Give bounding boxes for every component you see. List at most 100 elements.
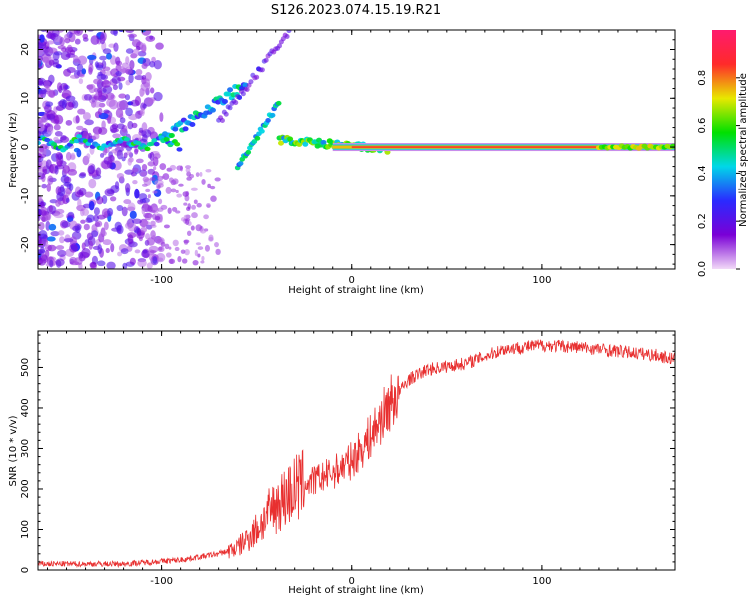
spectrogram-cell: [106, 98, 116, 107]
spectrogram-cell: [131, 167, 139, 173]
spectrogram-cell: [92, 126, 103, 135]
spectrogram-cell: [57, 230, 65, 236]
spectrogram-cell: [91, 230, 99, 238]
spectrogram-cell: [155, 42, 164, 50]
spectrogram-cell: [195, 224, 203, 232]
spectrogram-cell: [147, 98, 155, 105]
spectrogram-cell: [196, 202, 202, 208]
snr-panel: -100 0 100 0 100 200 300 400 500 Height of stra…: [8, 330, 676, 596]
spectrogram-cell: [221, 98, 228, 104]
spectrogram-cell: [96, 64, 104, 71]
spectrogram-cell: [113, 42, 119, 52]
spectrogram-cell: [184, 218, 191, 222]
spectrogram-cell: [82, 33, 88, 39]
spectrogram-cell: [159, 112, 164, 123]
y-tick-label: 100: [20, 520, 31, 539]
spectrogram-cell: [160, 204, 168, 210]
spectrogram-cell: [141, 183, 148, 187]
spectrogram-cell: [207, 183, 211, 189]
spectrogram-cell: [83, 223, 90, 231]
spectrogram-cell: [135, 140, 142, 146]
colorbar-ticks: 0.0 0.2 0.4 0.6 0.8: [697, 70, 740, 277]
spectrogram-cell: [106, 52, 112, 60]
spectrogram-cell: [131, 39, 141, 48]
spectrogram-cell: [112, 84, 118, 91]
y-tick-label: 400: [20, 398, 31, 417]
spectrogram-cell: [102, 239, 112, 246]
spectrogram-cell: [186, 206, 191, 212]
spectrogram-cell: [59, 236, 65, 244]
spectrogram-cell: [82, 130, 89, 140]
spectrogram-cell: [172, 126, 179, 132]
spectrogram-cell: [101, 80, 111, 88]
spectrogram-cell: [135, 68, 143, 76]
spectrogram-cell: [121, 206, 128, 217]
spectrogram-cell: [70, 152, 76, 160]
spectrogram-cell: [240, 91, 246, 97]
spectrogram-cell: [41, 216, 46, 223]
spectrogram-cell: [183, 239, 189, 245]
spectrogram-x-axis: -100 0 100: [47, 30, 676, 286]
spectrogram-cell: [46, 110, 56, 120]
spectrogram-cell: [168, 132, 175, 138]
spectrogram-cell: [141, 122, 148, 132]
spectrogram-cell: [59, 184, 65, 193]
spectrogram-cell: [175, 210, 181, 214]
spectrogram-cell: [215, 248, 221, 255]
spectrogram-cell: [127, 234, 134, 245]
spectrogram-cell: [157, 246, 165, 253]
spectrogram-cell: [113, 30, 118, 37]
spectrogram-cell: [90, 35, 100, 45]
spectrogram-cell: [147, 194, 151, 199]
spectrogram-cell: [53, 124, 61, 131]
spectrogram-cell: [38, 123, 45, 132]
figure-title: S126.2023.074.15.19.R21: [271, 3, 441, 18]
spectrogram-cell: [135, 158, 144, 164]
colorbar-tick-label: 0.4: [697, 165, 708, 181]
spectrogram-cell: [141, 197, 150, 204]
spectrogram-cell: [126, 150, 132, 156]
spectrogram-cell: [88, 200, 95, 211]
spectrogram-cell: [152, 213, 157, 220]
spectrogram-cell: [78, 78, 84, 85]
spectrogram-cell: [96, 196, 104, 205]
spectrogram-cell: [55, 104, 64, 112]
spectrogram-cell: [125, 30, 135, 33]
spectrogram-x-label: Height of straight line (km): [288, 285, 424, 296]
spectrogram-cell: [38, 248, 46, 254]
spectrogram-cell: [38, 172, 45, 180]
spectrogram-cell: [245, 149, 252, 155]
spectrogram-cell: [157, 185, 161, 189]
y-tick-label: 200: [20, 479, 31, 498]
spectrogram-cell: [199, 228, 207, 234]
spectrogram-cell: [123, 152, 128, 159]
spectrogram-cell: [145, 188, 151, 193]
spectrogram-cell: [227, 105, 233, 111]
spectrogram-cell: [59, 37, 65, 47]
spectrogram-cell: [65, 95, 76, 102]
spectrogram-cell: [278, 140, 285, 146]
spectrogram-cell: [152, 190, 158, 194]
spectrogram-cell: [191, 212, 198, 219]
spectrogram-cell: [38, 259, 43, 265]
x-tick-label: 0: [349, 275, 355, 286]
spectrogram-cell: [233, 100, 239, 106]
spectrogram-cell: [182, 126, 189, 132]
spectrogram-cell: [46, 126, 54, 135]
spectrogram-cell: [286, 30, 292, 34]
spectrogram-cell: [88, 165, 95, 175]
spectrogram-cell: [64, 101, 74, 111]
spectrogram-cell: [44, 137, 51, 143]
spectrogram-cell: [156, 238, 164, 243]
spectrogram-cell: [79, 172, 87, 177]
spectrogram-cell: [194, 249, 199, 257]
spectrogram-cell: [38, 85, 41, 95]
spectrogram-cell: [174, 246, 180, 252]
spectrogram-cell: [146, 224, 153, 230]
spectrogram-cell: [46, 236, 56, 242]
spectrogram-cell: [88, 63, 94, 73]
spectrogram-cell: [99, 230, 107, 237]
spectrogram-cell: [140, 171, 147, 177]
spectrogram-cell: [254, 135, 261, 141]
spectrogram-cell: [88, 240, 93, 250]
